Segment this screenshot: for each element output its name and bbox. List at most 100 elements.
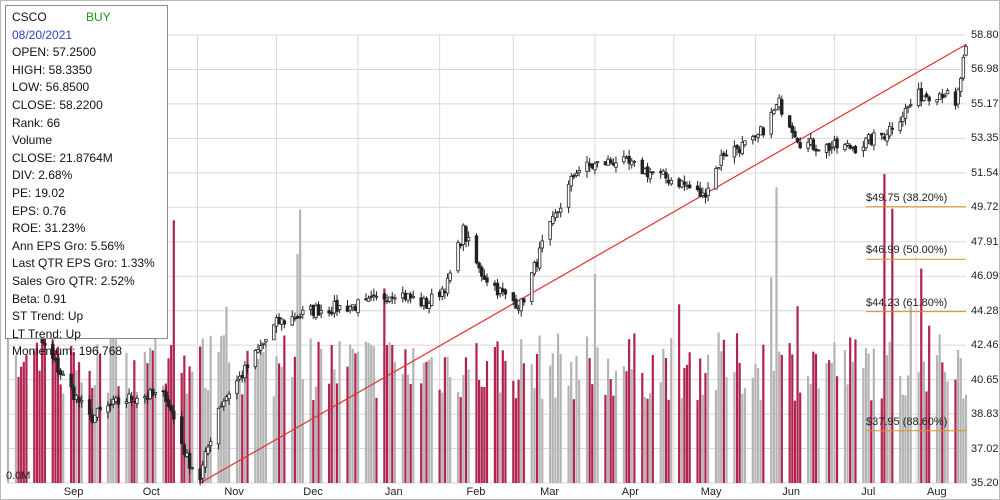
stat-row: Momentum: 196.768 (12, 343, 161, 361)
candle-body (682, 181, 687, 185)
candle-body (227, 393, 231, 400)
volume-bar (717, 332, 720, 483)
signal-badge: BUY (86, 10, 111, 24)
stat-label: EPS: (12, 203, 43, 218)
volume-bar (835, 376, 839, 483)
volume-bar (741, 393, 744, 483)
ticker-symbol: CSCO (12, 10, 47, 24)
candle-body (861, 146, 866, 152)
volume-bar (701, 394, 704, 483)
month-tick-label: Oct (142, 486, 160, 498)
volume-bar (275, 356, 278, 483)
candle-body (695, 185, 700, 191)
volume-bar (554, 397, 557, 483)
candle-body (427, 303, 431, 309)
candle-body (77, 396, 81, 403)
volume-bar (864, 347, 868, 483)
volume-bar (375, 397, 378, 483)
candle-body (558, 207, 563, 213)
candle-body (732, 146, 737, 158)
candle-body (924, 93, 929, 98)
volume-bar (372, 346, 375, 483)
volume-bar (917, 372, 920, 483)
month-tick-label: Feb (466, 486, 486, 498)
candle-body (301, 309, 305, 315)
candle-body (585, 161, 589, 172)
stat-row: OPEN: 57.2500 (12, 44, 161, 62)
candle-body (79, 400, 84, 403)
candle-body (72, 386, 76, 400)
candle-body (477, 262, 481, 269)
volume-bar (706, 354, 710, 483)
price-tick-label: 49.72 (971, 201, 999, 214)
stat-label: LOW: (12, 80, 46, 95)
candle-body (153, 392, 158, 395)
stat-value: 31.23% (44, 221, 86, 236)
volume-bar (641, 373, 644, 483)
stat-value: 58.2200 (59, 97, 103, 112)
volume-bar (751, 377, 754, 483)
volume-bar (280, 366, 283, 483)
month-tick-label: Aug (927, 486, 947, 498)
stat-label: DIV: (12, 168, 39, 183)
price-tick-label: 55.17 (971, 97, 999, 110)
candle-body (298, 316, 302, 318)
candle-body (293, 317, 297, 320)
volume-bar (427, 359, 431, 483)
stat-label: OPEN: (12, 45, 53, 60)
candle-body (203, 451, 208, 468)
volume-bar (778, 351, 781, 483)
candle-body (206, 446, 210, 454)
candle-body (264, 338, 268, 343)
candle-body (274, 317, 279, 327)
volume-bar (320, 348, 323, 483)
volume-bar (957, 349, 960, 483)
candle-body (201, 464, 205, 479)
candle-body (69, 373, 73, 388)
volume-bar (393, 362, 396, 483)
candle-body (501, 288, 505, 293)
volume-bar (364, 341, 368, 483)
candle-body (411, 296, 416, 299)
candle-body (456, 242, 460, 272)
month-tick-label: Jun (782, 486, 801, 498)
volume-bar (425, 361, 428, 483)
candle-body (740, 142, 744, 155)
stat-row: LT Trend: Up (12, 326, 161, 344)
volume-bar (243, 368, 246, 483)
volume-bar (422, 362, 425, 483)
volume-bar (780, 354, 783, 483)
candle-body (493, 282, 497, 286)
candle-body (443, 290, 447, 294)
volume-bar (201, 338, 204, 483)
stat-value: Up (67, 309, 84, 324)
candle-body (706, 187, 710, 196)
candle-body (806, 141, 810, 149)
price-tick-label: 53.35 (971, 132, 999, 145)
volume-bar (117, 386, 120, 483)
candle-body (922, 95, 926, 101)
candle-body (61, 373, 65, 376)
candle-body (503, 289, 508, 295)
candle-body (316, 304, 321, 316)
volume-bar (262, 351, 265, 483)
candle-body (437, 291, 442, 297)
stat-value: Up (65, 326, 81, 341)
candle-body (882, 136, 887, 140)
candle-body (148, 389, 152, 400)
candle-body (532, 262, 537, 275)
candle-body (482, 275, 487, 280)
volume-bar (862, 367, 865, 483)
volume-bar (962, 398, 965, 483)
volume-bar (793, 400, 797, 483)
candle-body (864, 137, 868, 149)
candle-body (787, 115, 792, 128)
stat-value: 2.52% (100, 273, 135, 288)
candle-body (927, 96, 931, 102)
volume-bar (517, 379, 520, 483)
volume-bar (659, 382, 662, 483)
volume-bar (591, 384, 594, 483)
volume-bar (446, 356, 449, 483)
candle-body (622, 156, 626, 163)
volume-bar (459, 397, 462, 483)
